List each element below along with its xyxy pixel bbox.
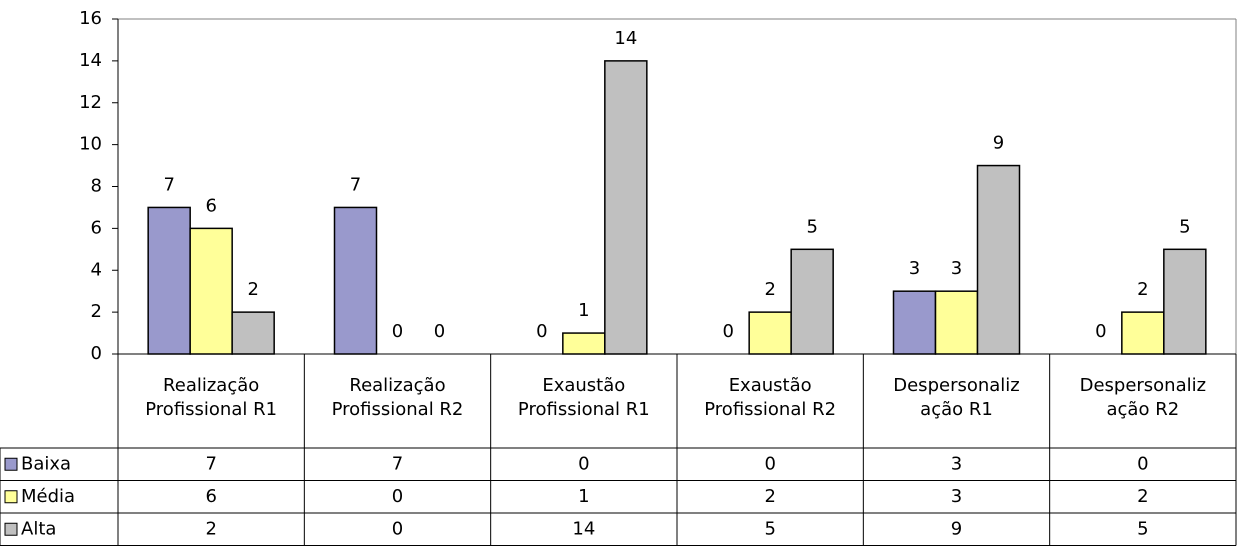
x-tick-label: Profissional R2 [332,399,464,420]
x-tick-label: ação R1 [920,399,993,420]
table-cell: 0 [1137,453,1148,474]
y-tick-label: 14 [79,50,102,71]
x-tick-label: Profissional R1 [518,399,650,420]
data-label: 3 [951,258,962,279]
legend-label: Média [21,486,75,507]
table-cell: 7 [205,453,216,474]
table-cell: 5 [1137,518,1148,539]
data-label: 14 [614,28,637,49]
data-label: 7 [350,174,361,195]
table-cell: 5 [764,518,775,539]
bar [1163,248,1207,355]
x-tick-label: Despersonaliz [1080,375,1207,396]
table-cell: 7 [392,453,403,474]
legend-key [4,522,18,536]
y-tick-label: 10 [79,134,102,155]
data-label: 5 [806,216,817,237]
table-cell: 2 [1137,486,1148,507]
data-label: 2 [764,279,775,300]
legend-key [4,457,18,471]
x-tick-label: Exaustão [729,375,812,396]
x-tick-label: Realização [349,375,445,396]
data-label: 6 [205,195,216,216]
x-tick-label: Profissional R2 [704,399,836,420]
table-cell: 0 [764,453,775,474]
table-cell: 2 [764,486,775,507]
y-tick-label: 4 [91,259,102,280]
legend-label: Alta [21,518,56,539]
legend-key [4,490,18,504]
table-cell: 0 [392,518,403,539]
y-tick-label: 8 [91,176,102,197]
legend-label: Baixa [21,453,71,474]
data-label: 0 [1095,321,1106,342]
x-tick-label: Realização [163,375,259,396]
y-tick-label: 0 [91,343,102,364]
y-tick-label: 12 [79,92,102,113]
y-tick-label: 2 [91,301,102,322]
table-cell: 2 [205,518,216,539]
bar [790,248,834,355]
x-tick-label: Profissional R1 [145,399,277,420]
data-label: 1 [578,300,589,321]
x-tick-label: Despersonaliz [893,375,1020,396]
data-label: 7 [163,174,174,195]
bar [333,206,378,355]
data-label: 5 [1179,216,1190,237]
data-label: 0 [434,321,445,342]
data-label: 9 [993,133,1004,154]
data-label: 2 [1137,279,1148,300]
table-cell: 3 [951,486,962,507]
table-cell: 0 [578,453,589,474]
x-tick-label: ação R2 [1107,399,1180,420]
y-tick-label: 6 [91,217,102,238]
bar [934,290,979,355]
data-label: 0 [536,321,547,342]
data-label: 3 [909,258,920,279]
y-tick-label: 16 [79,8,102,29]
bar [892,290,937,355]
table-cell: 14 [572,518,595,539]
data-label: 0 [392,321,403,342]
bar [147,206,191,355]
bar [231,311,275,355]
table-cell: 6 [205,486,216,507]
bar [189,227,233,355]
bar [1121,311,1165,355]
data-label: 2 [247,279,258,300]
table-cell: 0 [392,486,403,507]
x-tick-label: Exaustão [542,375,625,396]
table-cell: 1 [578,486,589,507]
data-label: 0 [722,321,733,342]
bar [604,60,648,355]
bar [976,164,1021,355]
table-cell: 3 [951,453,962,474]
table-cell: 9 [951,518,962,539]
bar [562,332,606,355]
bar [748,311,792,355]
